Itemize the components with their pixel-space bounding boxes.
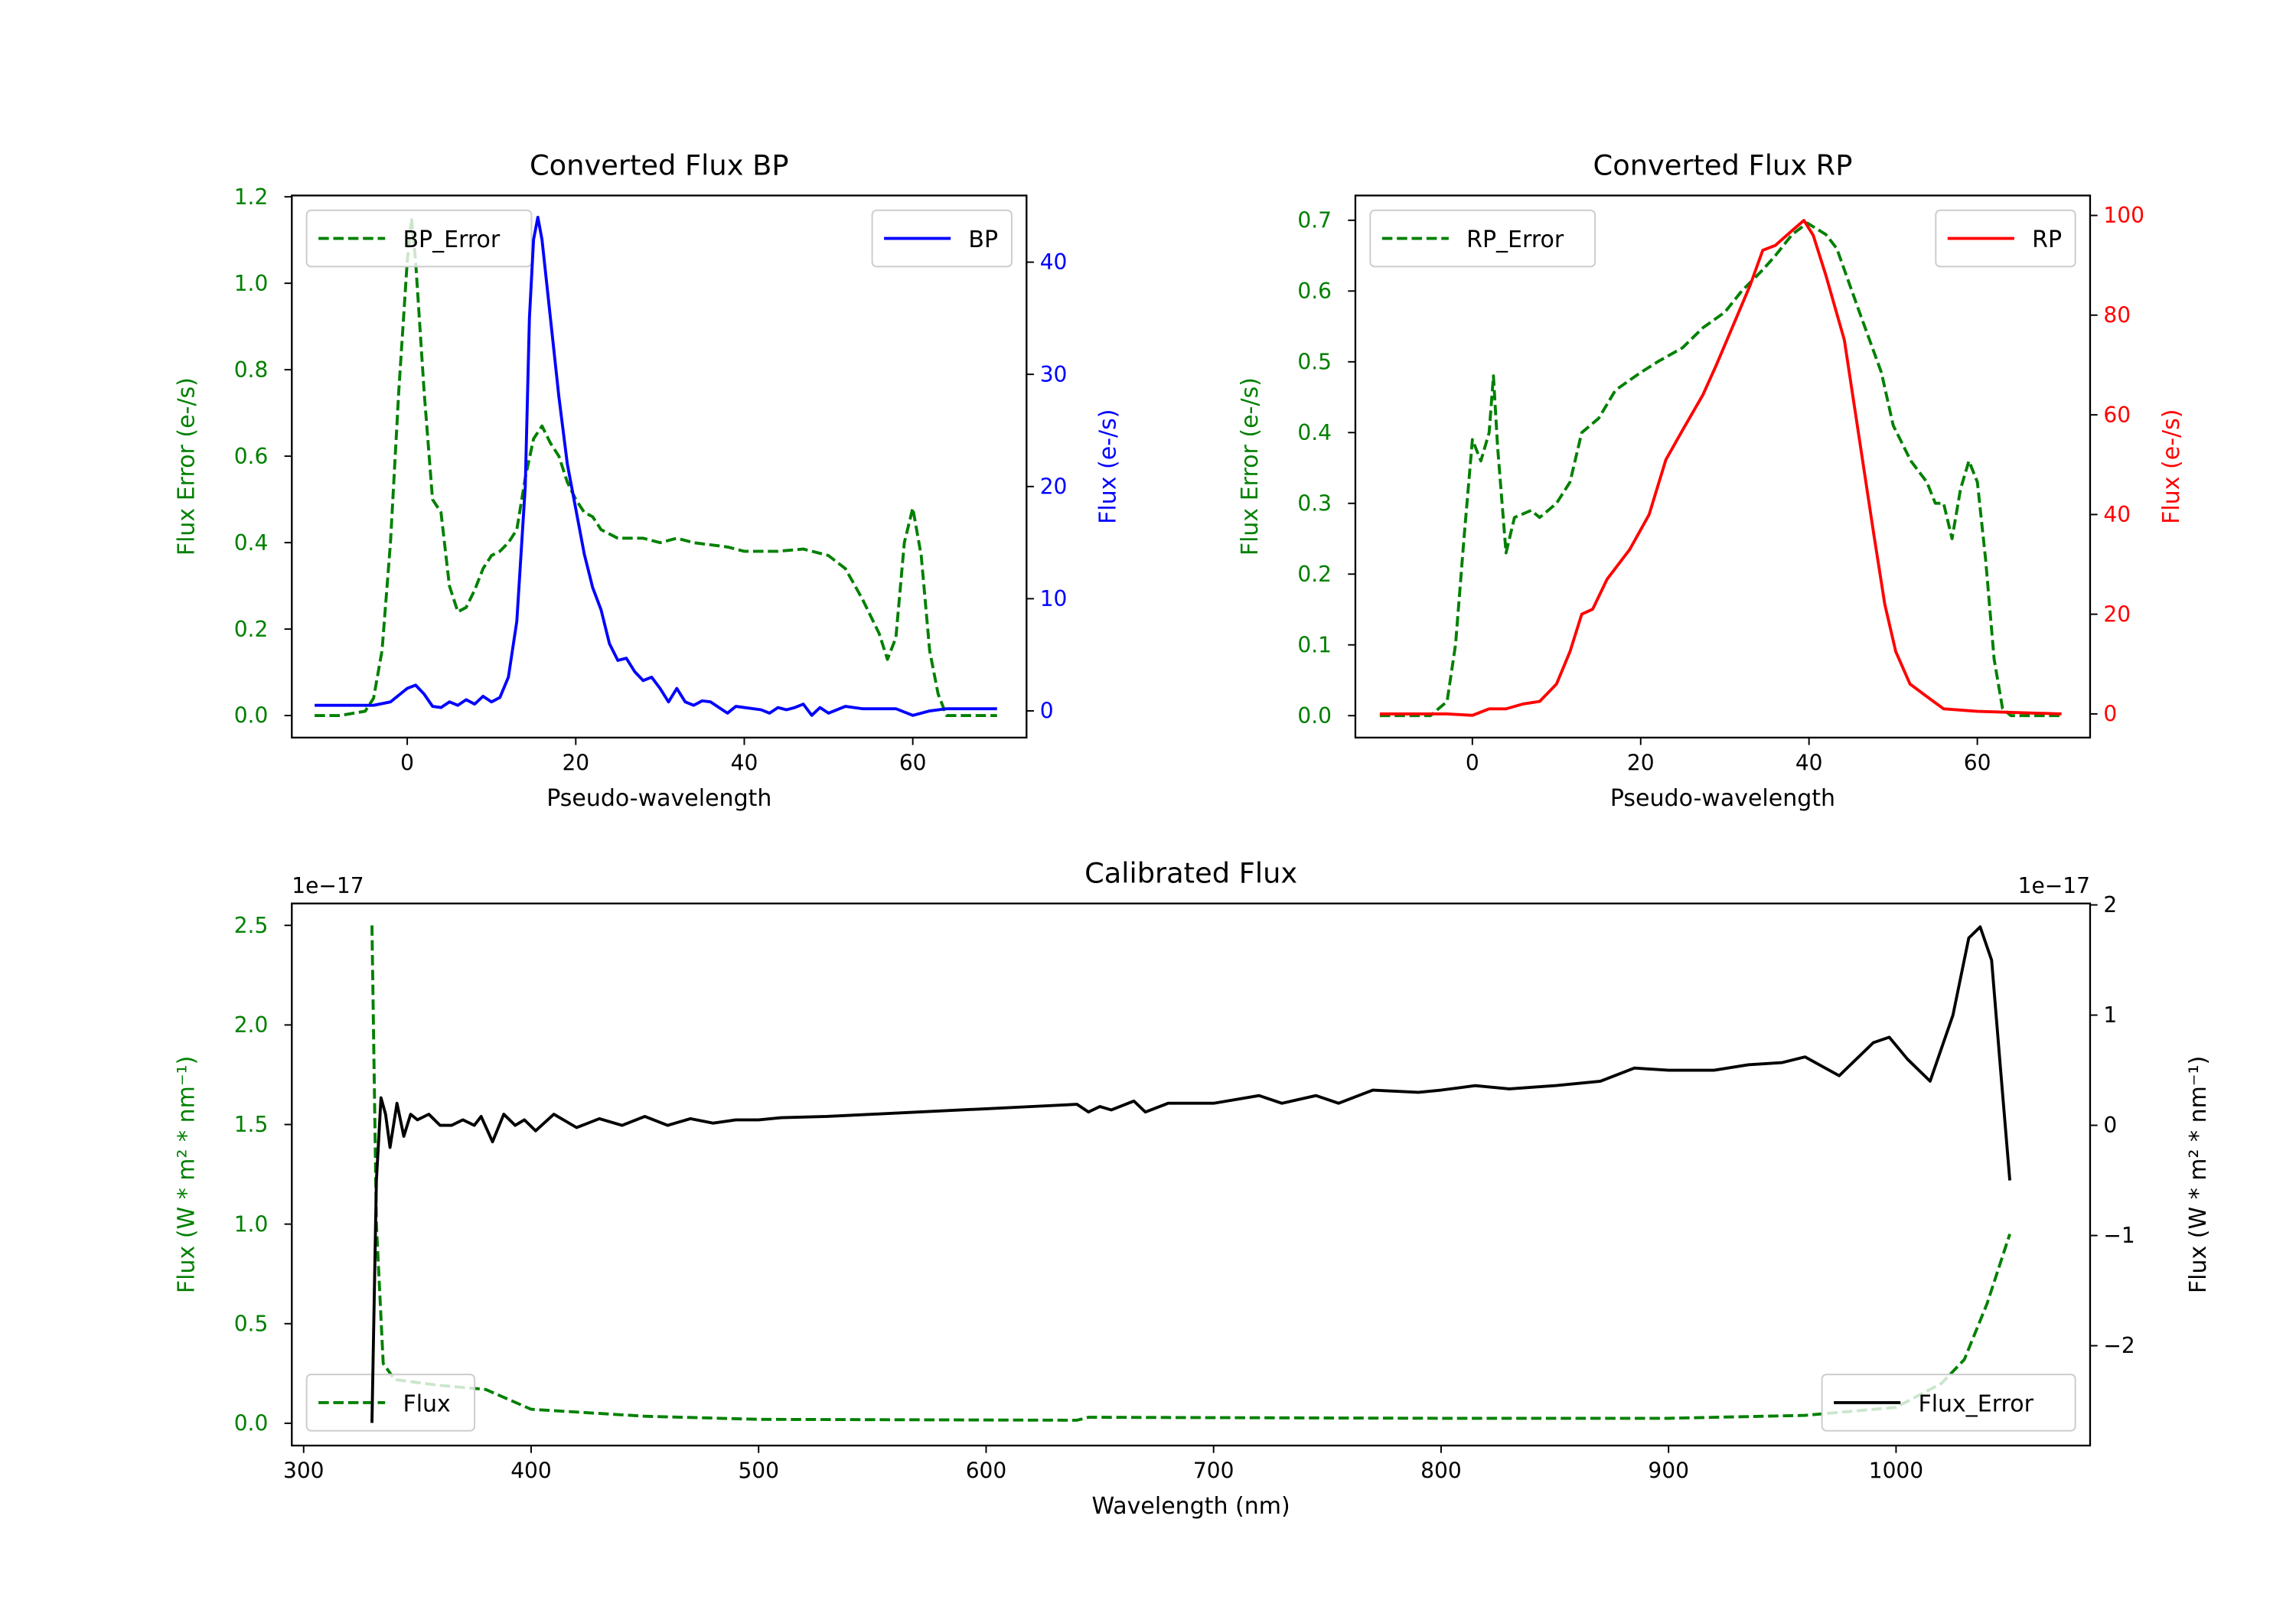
y-right-tick-label: 30 bbox=[1040, 362, 1068, 387]
y-right-tick-label: 0 bbox=[2103, 702, 2117, 727]
y-left-tick-label: 0.8 bbox=[234, 357, 269, 383]
chart-title: Calibrated Flux bbox=[1084, 857, 1297, 890]
x-tick-label: 60 bbox=[1964, 750, 1991, 775]
y-left-axis-label: Flux Error (e-/s) bbox=[174, 377, 201, 556]
y-left-tick-label: 0.0 bbox=[234, 1411, 269, 1436]
x-tick-label: 20 bbox=[1627, 750, 1655, 775]
y-right-tick-label: 40 bbox=[2103, 502, 2131, 527]
legend-frame bbox=[1821, 1374, 2076, 1432]
y-right-axis-label: Flux (e-/s) bbox=[2158, 409, 2185, 524]
legend-frame bbox=[305, 1374, 476, 1432]
x-tick-label: 60 bbox=[899, 750, 927, 775]
chart-title: Converted Flux RP bbox=[1593, 148, 1853, 181]
legend-flux: Flux_Error bbox=[1821, 1374, 2076, 1432]
y-left-tick-label: 0.3 bbox=[1297, 491, 1332, 516]
chart-calibrated-flux: Calibrated Flux 300 400 500 600 700 800 900 1000… bbox=[174, 857, 2212, 1521]
y-left-tick-label: 0.2 bbox=[234, 617, 269, 642]
axes-frame bbox=[291, 902, 2092, 1447]
y-left-tick-label: 0.5 bbox=[1297, 349, 1332, 374]
series-line-rp-error bbox=[1379, 221, 2062, 718]
y-left-tick-label: 0.4 bbox=[1297, 420, 1332, 445]
x-tick-label: 0 bbox=[1466, 750, 1479, 775]
x-tick-label: 900 bbox=[1648, 1459, 1689, 1484]
x-tick-label: 40 bbox=[731, 750, 758, 775]
y-right-tick-label: 1 bbox=[2103, 1002, 2117, 1028]
x-tick-label: 0 bbox=[400, 750, 414, 775]
y-left-tick-label: 0.5 bbox=[234, 1311, 269, 1336]
x-tick-label: 700 bbox=[1193, 1459, 1234, 1484]
legend-label: BP bbox=[968, 227, 998, 253]
y-right-tick-label: 40 bbox=[1040, 249, 1068, 275]
y-left-tick-label: 0.6 bbox=[234, 444, 269, 469]
series-line-bp bbox=[315, 215, 997, 717]
x-axis-label: Pseudo-wavelength bbox=[546, 785, 771, 812]
y-left-tick-label: 1.0 bbox=[234, 271, 269, 296]
x-tick-label: 20 bbox=[562, 750, 589, 775]
y-right-tick-label: 100 bbox=[2103, 203, 2144, 228]
series-line-rp bbox=[1379, 219, 2062, 717]
x-tick-label: 500 bbox=[738, 1459, 779, 1484]
y-right-tick-label: 2 bbox=[2103, 892, 2117, 918]
legend-label: RP_Error bbox=[1466, 227, 1564, 253]
x-tick-label: 1000 bbox=[1869, 1459, 1923, 1484]
x-tick-label: 300 bbox=[283, 1459, 325, 1484]
y-right-offset-text: 1e−17 bbox=[2018, 873, 2090, 898]
legend-label: Flux bbox=[403, 1391, 450, 1418]
x-axis-label: Wavelength (nm) bbox=[1092, 1493, 1290, 1520]
chart-title: Converted Flux BP bbox=[530, 148, 789, 181]
y-left-axis-label: Flux (W * m² * nm⁻¹) bbox=[174, 1056, 201, 1293]
y-left-tick-label: 0.4 bbox=[234, 530, 269, 556]
axes-frame bbox=[1354, 194, 2092, 739]
x-axis-label: Pseudo-wavelength bbox=[1610, 785, 1835, 812]
y-right-tick-label: −2 bbox=[2103, 1333, 2135, 1358]
y-right-tick-label: 20 bbox=[2103, 601, 2131, 627]
legend-bp-error: BP_Error bbox=[305, 209, 533, 268]
y-left-tick-label: 1.2 bbox=[234, 184, 269, 210]
y-right-tick-label: 20 bbox=[1040, 474, 1068, 499]
y-left-tick-label: 1.5 bbox=[234, 1112, 269, 1137]
y-left-offset-text: 1e−17 bbox=[292, 873, 364, 898]
legend-rp: RP bbox=[1935, 209, 2076, 268]
y-right-tick-label: 0 bbox=[1040, 699, 1054, 724]
y-left-tick-label: 0.6 bbox=[1297, 279, 1332, 304]
legend-bp: BP bbox=[871, 209, 1013, 268]
legend-rp-error: RP_Error bbox=[1369, 209, 1596, 268]
y-left-axis-label: Flux Error (e-/s) bbox=[1237, 377, 1264, 556]
y-right-tick-label: 10 bbox=[1040, 586, 1068, 611]
legend-label: Flux_Error bbox=[1918, 1391, 2033, 1418]
chart-converted-flux-bp: Converted Flux BP 0 20 40 60 Pseudo-wavelengt… bbox=[174, 148, 1122, 812]
y-left-tick-label: 2.0 bbox=[234, 1012, 269, 1038]
y-left-tick-label: 1.0 bbox=[234, 1211, 269, 1237]
y-right-tick-label: 60 bbox=[2103, 403, 2131, 428]
y-right-tick-label: −1 bbox=[2103, 1223, 2135, 1248]
x-tick-label: 40 bbox=[1795, 750, 1823, 775]
legend-frame bbox=[305, 209, 533, 268]
y-left-tick-label: 2.5 bbox=[234, 913, 269, 938]
y-right-axis-label: Flux (e-/s) bbox=[1094, 409, 1121, 524]
y-left-tick-label: 0.0 bbox=[234, 703, 269, 729]
legend-flux-error: Flux bbox=[305, 1374, 476, 1432]
x-tick-label: 400 bbox=[510, 1459, 552, 1484]
axes-frame bbox=[291, 194, 1028, 739]
y-left-tick-label: 0.1 bbox=[1297, 632, 1332, 657]
y-left-tick-label: 0.2 bbox=[1297, 562, 1332, 587]
y-right-tick-label: 0 bbox=[2103, 1113, 2117, 1138]
legend-label: RP bbox=[2032, 227, 2062, 253]
y-right-tick-label: 80 bbox=[2103, 302, 2131, 328]
series-line-flux bbox=[370, 925, 2011, 1423]
x-tick-label: 600 bbox=[966, 1459, 1007, 1484]
y-right-axis-label: Flux (W * m² * nm⁻¹) bbox=[2185, 1056, 2212, 1293]
x-tick-label: 800 bbox=[1420, 1459, 1462, 1484]
legend-label: BP_Error bbox=[403, 227, 500, 253]
chart-converted-flux-rp: Converted Flux RP 0 20 40 60 Pseudo-wavelengt… bbox=[1237, 148, 2185, 812]
y-left-tick-label: 0.0 bbox=[1297, 703, 1332, 729]
y-left-tick-label: 0.7 bbox=[1297, 208, 1332, 233]
legend-frame bbox=[1369, 209, 1596, 268]
